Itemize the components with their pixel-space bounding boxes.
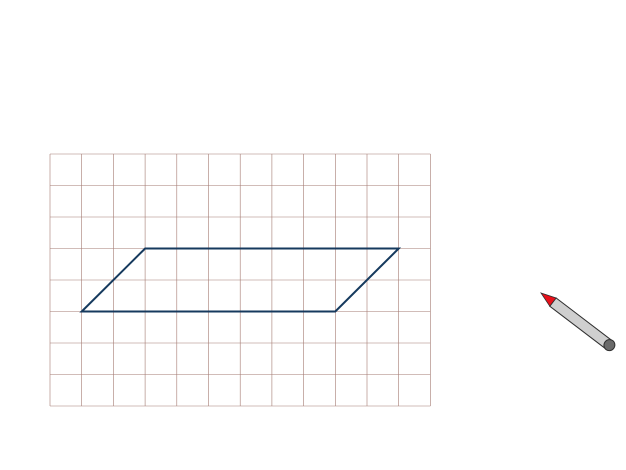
pencil-eraser-end	[603, 339, 616, 352]
pencil-tip	[540, 292, 557, 307]
grid	[49, 153, 431, 407]
pencil-body	[549, 297, 614, 350]
parallelogram	[79, 247, 402, 313]
pencil-icon[interactable]	[538, 289, 617, 353]
